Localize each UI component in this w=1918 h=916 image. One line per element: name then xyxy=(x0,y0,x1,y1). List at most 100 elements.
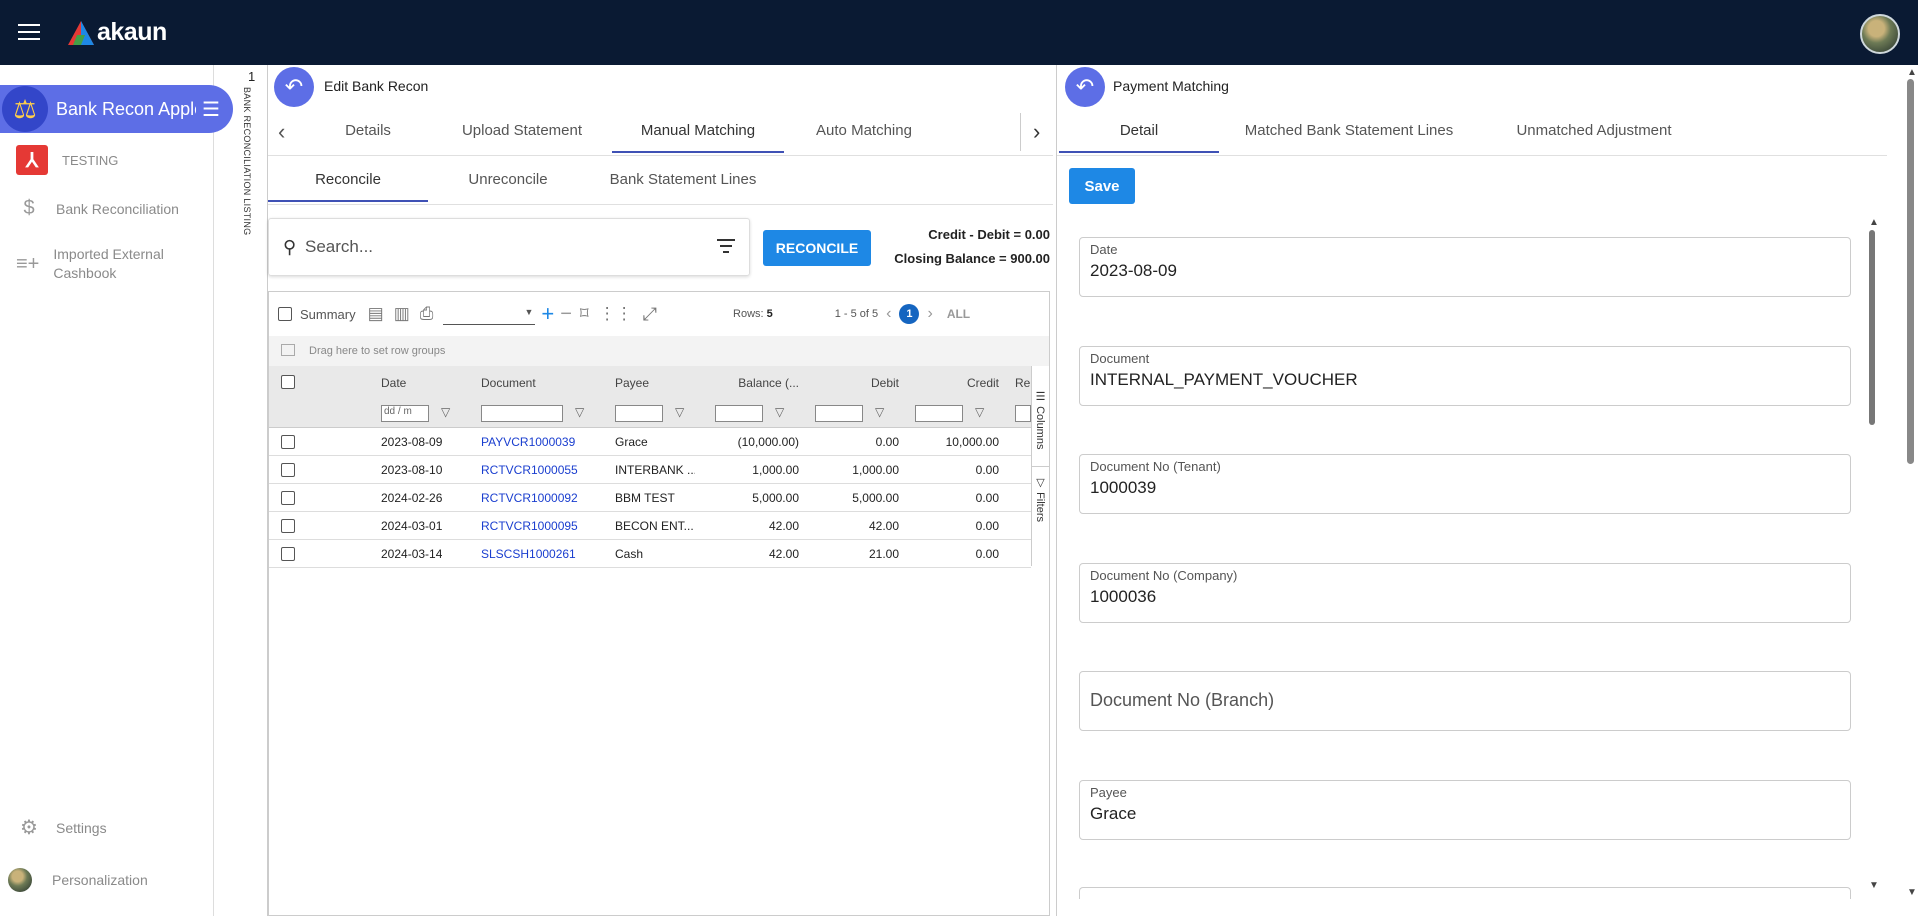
row-checkbox[interactable] xyxy=(281,435,295,449)
user-avatar[interactable] xyxy=(1860,14,1900,54)
page-1-button[interactable]: 1 xyxy=(899,304,920,324)
plus-icon[interactable]: + xyxy=(541,301,555,326)
scroll-up-arrow[interactable]: ▲ xyxy=(1869,217,1879,228)
funnel-icon[interactable]: ▽ xyxy=(575,405,585,419)
row-checkbox[interactable] xyxy=(281,491,295,505)
sidebar-item-imported-external-cashbook[interactable]: ≡+ Imported External Cashbook xyxy=(16,245,196,283)
back-button[interactable]: ↶ xyxy=(274,67,314,107)
grid-icon[interactable]: ⋮⋮ xyxy=(598,304,633,323)
app-header[interactable]: ⚖ Bank Recon Apple ☰ xyxy=(0,85,233,133)
tab-scroll-right[interactable]: › xyxy=(1020,113,1053,151)
cell-document-link[interactable]: PAYVCR1000039 xyxy=(481,435,576,449)
column-header-payee[interactable]: Payee xyxy=(615,376,650,390)
prev-page-icon[interactable]: ‹ xyxy=(886,305,892,322)
reconcile-button[interactable]: RECONCILE xyxy=(763,230,871,266)
document-no-tenant-field[interactable]: Document No (Tenant) 1000039 xyxy=(1079,454,1851,514)
tab-detail[interactable]: Detail xyxy=(1059,109,1219,153)
tab-reconcile[interactable]: Reconcile xyxy=(268,158,428,202)
next-field-partial xyxy=(1079,887,1851,899)
document-icon[interactable]: ▤ xyxy=(367,304,384,323)
tenant-item[interactable]: ⅄ TESTING xyxy=(16,145,118,175)
columns-tool[interactable]: ☰ Columns xyxy=(1034,390,1046,450)
tab-details[interactable]: Details xyxy=(345,121,391,139)
top-app-bar: akaun xyxy=(0,0,1918,65)
cell-document-link[interactable]: RCTVCR1000092 xyxy=(481,491,578,505)
show-all-button[interactable]: ALL xyxy=(946,307,971,321)
tab-auto-matching[interactable]: Auto Matching xyxy=(816,121,912,139)
save-button[interactable]: Save xyxy=(1069,168,1135,204)
funnel-icon[interactable]: ▽ xyxy=(675,405,685,419)
back-button[interactable]: ↶ xyxy=(1065,67,1105,107)
row-checkbox[interactable] xyxy=(281,463,295,477)
collapse-menu-icon[interactable]: ☰ xyxy=(202,98,220,121)
main-tabs: Details Upload Statement Manual Matching… xyxy=(304,109,944,153)
document-no-company-field[interactable]: Document No (Company) 1000036 xyxy=(1079,563,1851,623)
view-select[interactable]: ▼ xyxy=(443,303,536,325)
expand-icon[interactable]: ⤢ xyxy=(642,303,658,324)
menu-icon[interactable] xyxy=(18,24,40,42)
table-row[interactable]: 2024-02-26 RCTVCR1000092 BBM TEST 5,000.… xyxy=(269,484,1031,512)
cell-document-link[interactable]: RCTVCR1000055 xyxy=(481,463,578,477)
column-header-debit[interactable]: Debit xyxy=(870,376,899,390)
table-row[interactable]: 2024-03-14 SLSCSH1000261 Cash 42.00 21.0… xyxy=(269,540,1031,568)
file-icon[interactable]: ▥ xyxy=(393,304,410,323)
listing-tab-strip[interactable]: 1 BANK RECONCILIATION LISTING xyxy=(238,65,268,916)
page-scroll-down-arrow[interactable]: ▼ xyxy=(1907,887,1917,898)
form-scrollbar-thumb[interactable] xyxy=(1869,230,1875,425)
sidebar-item-bank-reconciliation[interactable]: $ Bank Reconciliation xyxy=(16,197,179,220)
tab-unmatched-adjustment[interactable]: Unmatched Adjustment xyxy=(1516,121,1672,139)
minus-icon[interactable]: − xyxy=(560,302,572,325)
date-field[interactable]: Date 2023-08-09 xyxy=(1079,237,1851,297)
print-icon[interactable]: ⎙ xyxy=(419,304,434,323)
row-checkbox[interactable] xyxy=(281,547,295,561)
funnel-icon[interactable]: ▽ xyxy=(775,405,785,419)
tab-upload-statement[interactable]: Upload Statement xyxy=(461,121,583,139)
page-scrollbar-thumb[interactable] xyxy=(1907,79,1914,464)
funnel-icon[interactable]: ▽ xyxy=(441,405,451,419)
row-checkbox[interactable] xyxy=(281,519,295,533)
document-filter-input[interactable] xyxy=(481,405,563,422)
document-no-branch-field[interactable]: Document No (Branch) xyxy=(1079,671,1851,731)
sidebar-item-settings[interactable]: ⚙ Settings xyxy=(16,815,107,840)
credit-filter-input[interactable] xyxy=(915,405,963,422)
chevron-left-icon[interactable]: ‹ xyxy=(278,119,286,144)
tab-matched-bank-statement-lines[interactable]: Matched Bank Statement Lines xyxy=(1244,121,1454,139)
tab-unreconcile[interactable]: Unreconcile xyxy=(468,170,548,188)
page-scroll-up-arrow[interactable]: ▲ xyxy=(1907,67,1917,78)
balance-filter-input[interactable] xyxy=(715,405,763,422)
cell-document-link[interactable]: SLSCSH1000261 xyxy=(481,547,576,561)
table-row[interactable]: 2024-03-01 RCTVCR1000095 BECON ENT... 42… xyxy=(269,512,1031,540)
table-row[interactable]: 2023-08-09 PAYVCR1000039 Grace (10,000.0… xyxy=(269,428,1031,456)
tab-manual-matching[interactable]: Manual Matching xyxy=(612,109,784,153)
scroll-down-arrow[interactable]: ▼ xyxy=(1869,880,1879,891)
summary-checkbox[interactable] xyxy=(278,307,292,321)
column-header-balance[interactable]: Balance (... xyxy=(738,376,799,390)
funnel-icon[interactable]: ▽ xyxy=(875,405,885,419)
cell-document-link[interactable]: RCTVCR1000095 xyxy=(481,519,578,533)
tab-bank-statement-lines[interactable]: Bank Statement Lines xyxy=(609,170,757,188)
column-header-document[interactable]: Document xyxy=(481,376,536,390)
column-header-credit[interactable]: Credit xyxy=(966,376,999,390)
select-all-checkbox[interactable] xyxy=(281,375,295,389)
cell-date: 2024-03-14 xyxy=(381,547,443,561)
table-row[interactable]: 2023-08-10 RCTVCR1000055 INTERBANK ... 1… xyxy=(269,456,1031,484)
avatar xyxy=(8,868,32,892)
bookmark-icon[interactable]: ⌑ xyxy=(579,304,589,323)
filter-list-icon[interactable] xyxy=(717,239,735,257)
search-input[interactable] xyxy=(305,233,705,261)
payee-field[interactable]: Payee Grace xyxy=(1079,780,1851,840)
sidebar-item-personalization[interactable]: Personalization xyxy=(0,868,148,892)
playlist-add-icon: ≡+ xyxy=(16,252,40,275)
debit-filter-input[interactable] xyxy=(815,405,863,422)
filters-tool[interactable]: ▽ Filters xyxy=(1034,476,1046,523)
date-filter-input[interactable]: dd / m xyxy=(381,405,429,422)
document-field[interactable]: Document INTERNAL_PAYMENT_VOUCHER xyxy=(1079,346,1851,406)
row-group-drop-zone[interactable]: Drag here to set row groups xyxy=(269,336,1049,366)
column-header-re[interactable]: Re xyxy=(1015,376,1031,390)
funnel-icon[interactable]: ▽ xyxy=(975,405,985,419)
payee-filter-input[interactable] xyxy=(615,405,663,422)
re-filter-input[interactable] xyxy=(1015,405,1031,422)
column-header-date[interactable]: Date xyxy=(381,376,407,390)
next-page-icon[interactable]: › xyxy=(927,305,933,322)
columns-tool-label: Columns xyxy=(1034,406,1046,450)
